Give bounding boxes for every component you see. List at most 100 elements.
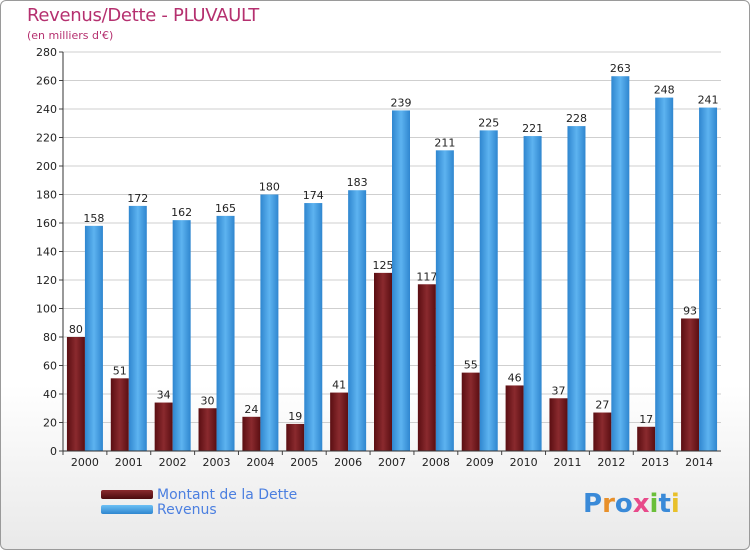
bars: 80 158 51 172 34 162 30 165 24 180 19 174 41 183 125 23…: [66, 62, 719, 452]
data-label-revenus: 158: [83, 212, 104, 225]
x-tick-label: 2010: [510, 456, 538, 469]
data-label-revenus: 174: [303, 189, 324, 202]
data-label-revenus: 248: [654, 84, 675, 97]
data-label-revenus: 239: [391, 96, 412, 109]
logo-letter: r: [602, 489, 615, 519]
bar-dette: [374, 272, 392, 451]
bar-chart: 020406080100120140160180200220240260280 …: [36, 46, 721, 469]
data-label-dette: 34: [157, 389, 171, 402]
y-tick-label: 40: [43, 388, 57, 401]
bar-revenus: [392, 110, 410, 452]
data-label-dette: 41: [332, 379, 346, 392]
bar-dette: [549, 398, 568, 451]
data-label-revenus: 211: [434, 136, 455, 149]
legend-label-dette: Montant de la Dette: [157, 487, 298, 503]
y-tick-label: 140: [36, 246, 57, 259]
logo-letter: o: [614, 489, 633, 519]
legend-label-revenus: Revenus: [157, 502, 217, 518]
y-tick-label: 160: [36, 217, 57, 230]
bar-dette: [593, 412, 612, 451]
bar-revenus: [523, 136, 542, 451]
bar-revenus: [567, 126, 586, 451]
x-axis-ticks: 2000 2001 2002 2003 2004 2005 2006 2007 2008 2009…: [62, 451, 713, 469]
logo-letter: i: [649, 489, 659, 519]
bar-dette: [637, 426, 656, 451]
bar-dette: [330, 392, 349, 451]
x-tick-label: 2005: [290, 456, 318, 469]
bar-dette: [110, 378, 129, 451]
bar-revenus: [260, 194, 279, 451]
data-label-revenus: 241: [698, 94, 719, 107]
data-label-revenus: 263: [610, 62, 631, 75]
x-tick-label: 2003: [203, 456, 231, 469]
data-label-dette: 80: [69, 323, 83, 336]
bar-dette: [681, 318, 700, 451]
y-tick-label: 260: [36, 75, 57, 88]
bar-dette: [154, 402, 173, 451]
logo-letter: t: [658, 489, 671, 519]
bar-dette: [66, 337, 85, 451]
bar-revenus: [479, 130, 498, 451]
y-tick-label: 60: [43, 360, 57, 373]
y-tick-label: 180: [36, 189, 57, 202]
x-tick-label: 2007: [378, 456, 406, 469]
data-label-dette: 17: [639, 413, 653, 426]
data-label-revenus: 162: [171, 206, 192, 219]
x-tick-label: 2004: [246, 456, 274, 469]
y-axis-ticks: 0 20 40 60 80 100 120 140 160 180 200 220 240 260 280: [36, 46, 63, 458]
axes: [62, 52, 721, 452]
x-tick-label: 2000: [71, 456, 99, 469]
data-label-revenus: 228: [566, 112, 587, 125]
data-label-dette: 27: [595, 399, 609, 412]
chart-subtitle: (en milliers d'€): [27, 29, 114, 42]
data-label-revenus: 180: [259, 181, 280, 194]
y-tick-label: 240: [36, 103, 57, 116]
data-label-dette: 30: [201, 394, 215, 407]
x-tick-label: 2009: [466, 456, 494, 469]
y-tick-label: 100: [36, 303, 57, 316]
bar-revenus: [348, 190, 367, 451]
bar-dette: [286, 423, 305, 451]
data-label-dette: 55: [464, 359, 478, 372]
y-tick-label: 120: [36, 274, 57, 287]
bar-dette: [417, 284, 436, 451]
data-label-revenus: 165: [215, 202, 236, 215]
data-label-revenus: 183: [347, 176, 368, 189]
y-tick-label: 280: [36, 46, 57, 59]
bar-revenus: [699, 107, 718, 451]
bar-revenus: [172, 220, 191, 451]
bar-revenus: [216, 215, 235, 451]
x-tick-label: 2001: [115, 456, 143, 469]
data-label-dette: 51: [113, 364, 127, 377]
proxiti-logo: Proxiti: [583, 489, 680, 519]
y-tick-label: 0: [50, 445, 57, 458]
bar-dette: [198, 408, 217, 451]
x-tick-label: 2012: [597, 456, 625, 469]
x-tick-label: 2006: [334, 456, 362, 469]
x-tick-label: 2014: [685, 456, 713, 469]
chart-title: Revenus/Dette - PLUVAULT: [27, 5, 259, 26]
y-tick-label: 20: [43, 417, 57, 430]
logo-letter: i: [670, 489, 680, 519]
y-tick-label: 200: [36, 160, 57, 173]
data-label-dette: 93: [683, 304, 697, 317]
data-label-dette: 37: [551, 384, 565, 397]
bar-dette: [505, 385, 524, 451]
bar-revenus: [611, 76, 630, 451]
y-tick-label: 220: [36, 132, 57, 145]
data-label-revenus: 225: [478, 116, 499, 129]
bar-revenus: [655, 97, 674, 451]
data-label-dette: 24: [244, 403, 258, 416]
data-label-dette: 117: [416, 270, 437, 283]
data-label-revenus: 221: [522, 122, 543, 135]
bar-dette: [461, 372, 480, 451]
bar-dette: [242, 416, 261, 451]
data-label-dette: 46: [508, 371, 522, 384]
data-label-revenus: 172: [127, 192, 148, 205]
data-label-dette: 125: [373, 259, 394, 272]
y-tick-label: 80: [43, 331, 57, 344]
bar-revenus: [435, 150, 454, 451]
legend-swatch-revenus: [101, 505, 153, 514]
x-tick-label: 2008: [422, 456, 450, 469]
